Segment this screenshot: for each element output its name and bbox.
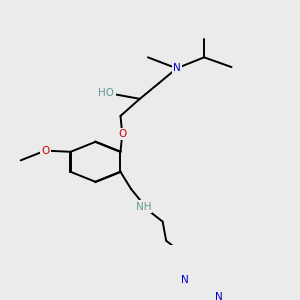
Text: N: N [214, 292, 222, 300]
Text: O: O [41, 146, 50, 156]
Text: N: N [181, 275, 189, 285]
Text: O: O [118, 129, 126, 139]
Text: N: N [173, 63, 181, 73]
Text: NH: NH [136, 202, 151, 212]
Text: HO: HO [98, 88, 114, 98]
